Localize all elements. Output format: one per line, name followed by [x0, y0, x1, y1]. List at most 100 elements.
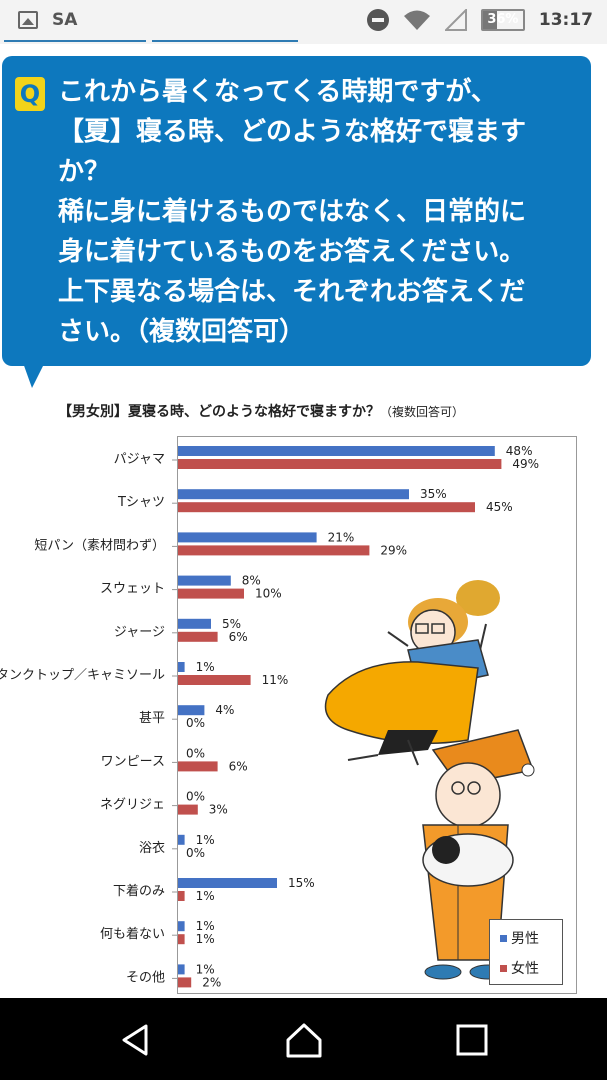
data-label: 0% — [186, 716, 205, 730]
data-label: 1% — [196, 919, 215, 933]
data-label: 6% — [229, 759, 248, 773]
image-icon — [18, 11, 38, 29]
question-text: これから暑くなってくる時期ですが、 【夏】寝る時、どのような格好で寝ます か？ … — [58, 72, 586, 352]
bar-male — [178, 662, 185, 672]
data-label: 2% — [202, 975, 221, 989]
data-label: 6% — [229, 630, 248, 644]
category-label: スウェット — [100, 582, 165, 597]
data-label: 49% — [512, 457, 539, 471]
data-label: 5% — [222, 617, 241, 631]
tab-indicator-right — [152, 40, 298, 42]
data-label: 3% — [209, 803, 228, 817]
category-label: 下着のみ — [113, 883, 165, 899]
category-label: その他 — [126, 970, 165, 985]
data-label: 48% — [506, 444, 533, 458]
battery-percent: 36% — [487, 12, 519, 27]
data-label: 1% — [196, 932, 215, 946]
category-label: Tシャツ — [117, 495, 165, 510]
data-label: 15% — [288, 876, 315, 890]
category-label: タンクトップ／キャミソール — [0, 668, 165, 683]
legend-item-female: 女性 — [500, 958, 539, 978]
chart-title: 【男女別】夏寝る時、どのような格好で寝ますか？（複数回答可） — [58, 401, 464, 421]
bar-chart: パジャマ 48%49% Tシャツ 35% 45% 短パン（素材問わず） 21% 29% スウェッ… — [0, 444, 539, 989]
question-box — [2, 56, 591, 366]
data-label: 29% — [380, 543, 407, 557]
bar-female — [178, 502, 475, 513]
question-line: か？ — [58, 157, 111, 187]
data-label: 1% — [196, 833, 215, 847]
sleeping-people-illustration — [324, 580, 535, 980]
bar-male — [178, 834, 185, 845]
chart-legend: 男性 女性 — [489, 919, 563, 985]
notification-app-label: SA — [52, 10, 78, 30]
category-label: 短パン（素材問わず） — [34, 538, 165, 553]
legend-label-female: 女性 — [511, 961, 539, 977]
bar-female — [178, 934, 185, 945]
bar-male — [178, 446, 495, 456]
question-line: 身に着けているものをお答えください。 — [58, 237, 526, 267]
question-line: 【夏】寝る時、どのような格好で寝ます — [58, 117, 527, 147]
bar-male — [178, 921, 185, 932]
back-icon[interactable] — [116, 1020, 156, 1060]
data-label: 45% — [486, 500, 513, 514]
bar-female — [178, 761, 218, 772]
bar-female — [178, 545, 370, 556]
category-label: 甚平 — [139, 711, 165, 726]
chart-title-note: （複数回答可） — [380, 405, 465, 419]
do-not-disturb-icon — [366, 9, 389, 31]
question-line: 稀に身に着けるものではなく、日常的に — [58, 197, 527, 227]
bar-male — [178, 964, 185, 975]
bar-female — [178, 459, 502, 469]
bar-female — [178, 588, 244, 599]
bar-female — [178, 977, 192, 988]
wifi-icon — [403, 10, 430, 30]
bar-male — [178, 618, 211, 629]
data-label: 21% — [328, 530, 355, 544]
signal-icon — [444, 9, 467, 31]
bar-male — [178, 532, 317, 543]
data-label: 10% — [255, 587, 282, 601]
speech-bubble-tail — [22, 360, 46, 388]
bar-male — [178, 575, 231, 586]
category-label: ワンピース — [101, 754, 165, 769]
bar-female — [178, 891, 185, 901]
data-label: 8% — [242, 574, 261, 588]
bar-male — [178, 878, 277, 888]
category-label: 浴衣 — [139, 840, 165, 856]
bar-female — [178, 675, 251, 685]
data-label: 1% — [196, 962, 215, 976]
question-line: これから暑くなってくる時期ですが、 — [58, 77, 497, 107]
data-label: 0% — [186, 846, 205, 860]
clock: 13:17 — [538, 10, 593, 30]
question-line: 上下異なる場合は、それぞれお答えくだ — [58, 277, 526, 307]
bar-male — [178, 489, 409, 500]
question-line: さい。（複数回答可） — [58, 317, 306, 347]
data-label: 4% — [215, 703, 234, 717]
bar-female — [178, 631, 218, 642]
category-label: ネグリジェ — [100, 798, 165, 813]
chart-title-prefix: 【男女別】 — [58, 404, 128, 420]
recents-icon[interactable] — [452, 1020, 492, 1060]
data-label: 0% — [186, 746, 205, 760]
data-label: 1% — [196, 660, 215, 674]
legend-item-male: 男性 — [500, 928, 539, 948]
category-label: ジャージ — [114, 625, 165, 640]
chart-title-main: 夏寝る時、どのような格好で寝ますか？ — [128, 404, 380, 420]
question-badge-icon: Q — [15, 77, 45, 111]
navigation-bar — [0, 998, 607, 1080]
category-label: パジャマ — [114, 452, 165, 467]
category-label: 何も着ない — [100, 926, 165, 942]
data-label: 0% — [186, 790, 205, 804]
data-label: 35% — [420, 487, 447, 501]
battery-icon: 36% — [480, 9, 525, 31]
home-icon[interactable] — [284, 1020, 324, 1060]
bar-female — [178, 804, 198, 815]
status-bar: SA 36% 13:17 — [0, 0, 607, 44]
tab-indicator-left — [4, 40, 146, 42]
legend-swatch-male — [500, 934, 507, 942]
legend-label-male: 男性 — [511, 931, 539, 947]
data-label: 1% — [196, 889, 215, 903]
bar-male — [178, 705, 205, 716]
data-label: 11% — [262, 673, 289, 687]
legend-swatch-female — [500, 964, 507, 972]
